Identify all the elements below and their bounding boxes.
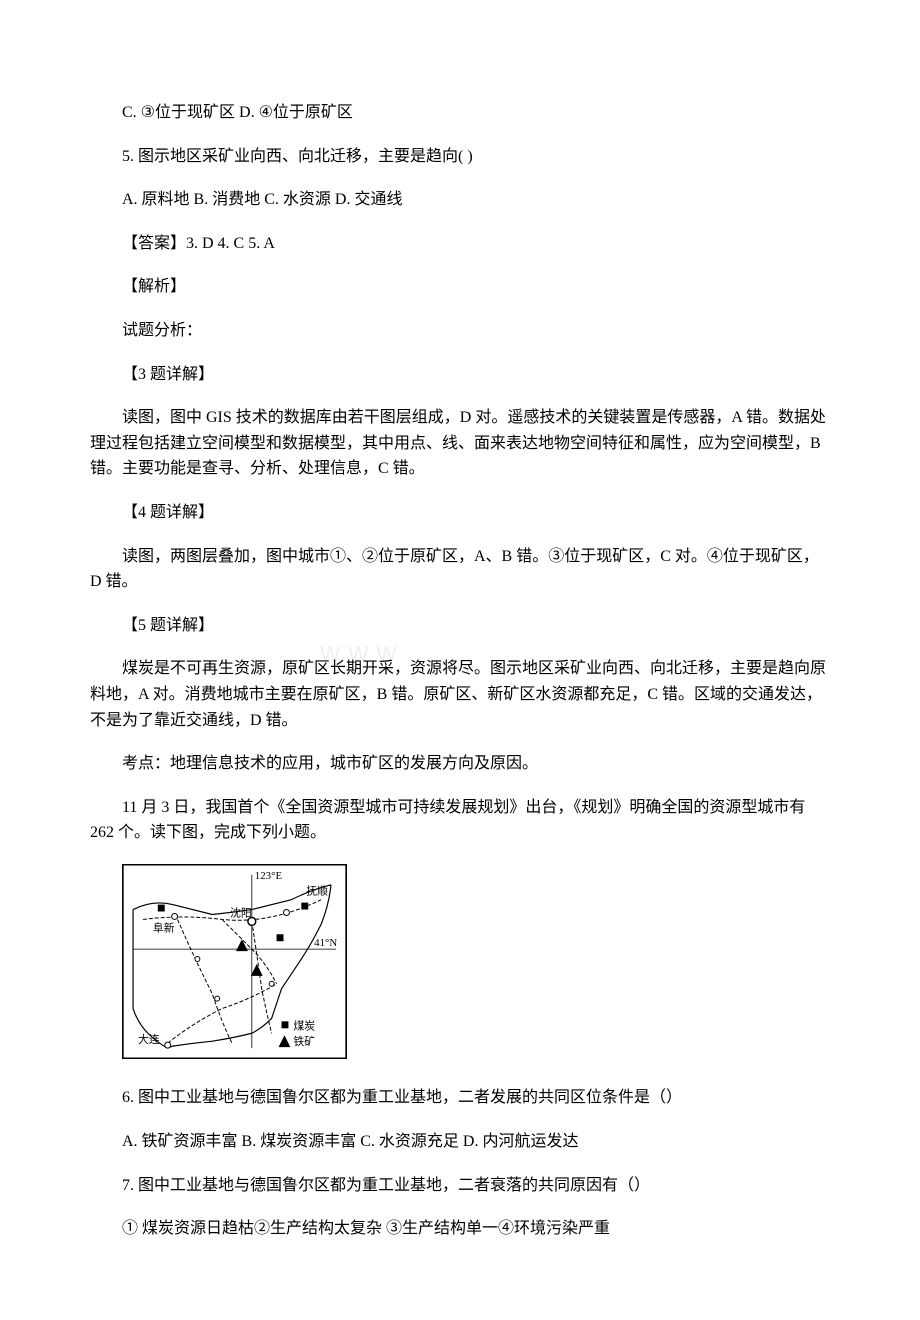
map-figure: 123°E 41°N — [122, 864, 830, 1068]
q3-detail-text: 读图，图中 GIS 技术的数据库由若干图层组成，D 对。遥感技术的关键装置是传感… — [90, 405, 830, 482]
analysis-intro: 试题分析： — [90, 318, 830, 344]
question-5: 5. 图示地区采矿业向西、向北迁移，主要是趋向( ) — [90, 144, 830, 170]
q5-detail-header: 【5 题详解】 — [90, 613, 830, 639]
options-q6: A. 铁矿资源丰富 B. 煤炭资源丰富 C. 水资源充足 D. 内河航运发达 — [90, 1129, 830, 1155]
options-q5: A. 原料地 B. 消费地 C. 水资源 D. 交通线 — [90, 187, 830, 213]
q3-detail-header: 【3 题详解】 — [90, 362, 830, 388]
map-svg: 123°E 41°N — [122, 864, 347, 1059]
legend-coal: 煤炭 — [293, 1019, 315, 1032]
longitude-label: 123°E — [255, 870, 283, 882]
q5-detail-text: 煤炭是不可再生资源，原矿区长期开采，资源将尽。图示地区采矿业向西、向北迁移，主要… — [90, 656, 830, 733]
option-text-q4: C. ③位于现矿区 D. ④位于原矿区 — [90, 100, 830, 126]
answer-line: 【答案】3. D 4. C 5. A — [90, 231, 830, 257]
options-q7: ① 煤炭资源日趋枯②生产结构太复杂 ③生产结构单一④环境污染严重 — [90, 1216, 830, 1242]
latitude-label: 41°N — [314, 937, 337, 949]
city-fuxin: 阜新 — [153, 920, 175, 934]
city-fushun: 抚顺 — [306, 884, 328, 898]
q4-detail-header: 【4 题详解】 — [90, 500, 830, 526]
question-6: 6. 图中工业基地与德国鲁尔区都为重工业基地，二者发展的共同区位条件是（） — [90, 1085, 830, 1111]
city-dalian: 大连 — [138, 1032, 160, 1046]
analysis-header: 【解析】 — [90, 274, 830, 300]
question-7: 7. 图中工业基地与德国鲁尔区都为重工业基地，二者衰落的共同原因有（） — [90, 1173, 830, 1199]
q4-detail-text: 读图，两图层叠加，图中城市①、②位于原矿区，A、B 错。③位于现矿区，C 对。④… — [90, 544, 830, 595]
context-intro: 11 月 3 日，我国首个《全国资源型城市可持续发展规划》出台，《规划》明确全国… — [90, 795, 830, 846]
city-shenyang: 沈阳 — [230, 905, 252, 919]
exam-point: 考点：地理信息技术的应用，城市矿区的发展方向及原因。 — [90, 751, 830, 777]
legend-iron: 铁矿 — [293, 1035, 315, 1048]
